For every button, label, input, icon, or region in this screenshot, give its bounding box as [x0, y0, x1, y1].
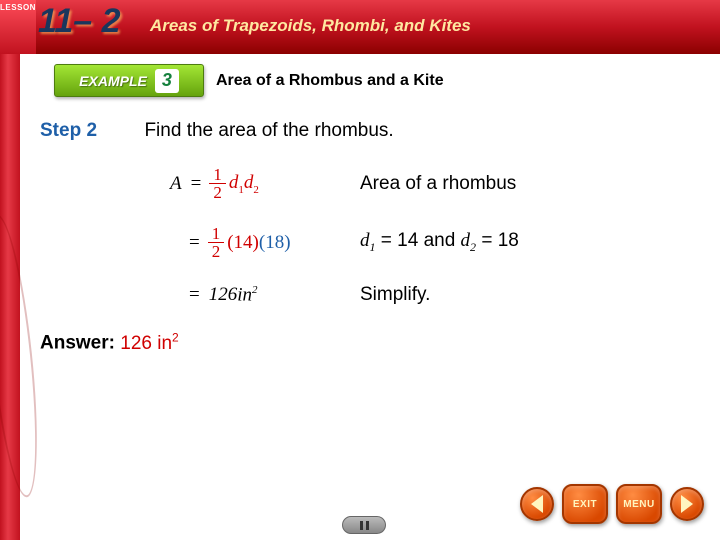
equals-2: =	[189, 232, 200, 254]
unit-in2: in2	[237, 284, 257, 306]
equation-formula-2: = 1 2 (14) (18)	[170, 225, 360, 260]
pause-icon	[366, 521, 369, 530]
equation-formula-3: = 126 in2	[170, 284, 360, 306]
nav-buttons: EXIT MENU	[520, 484, 704, 524]
example-label: EXAMPLE	[79, 73, 147, 89]
example-title: Area of a Rhombus and a Kite	[216, 72, 444, 90]
explain-2: d1 = 14 and d2 = 18	[360, 230, 519, 255]
left-decorative-strip	[0, 54, 20, 540]
example-number: 3	[155, 69, 179, 93]
result-126: 126	[209, 284, 238, 306]
exit-button[interactable]: EXIT	[562, 484, 608, 524]
answer-value: 126 in2	[120, 333, 178, 354]
step-label: Step 2	[40, 120, 140, 142]
menu-button[interactable]: MENU	[616, 484, 662, 524]
fraction-half-1: 1 2	[209, 166, 226, 201]
content-area: Step 2 Find the area of the rhombus. A =…	[40, 120, 690, 355]
lesson-number: 11– 2	[38, 2, 121, 41]
chapter-title: Areas of Trapezoids, Rhombi, and Kites	[150, 16, 471, 36]
equation-formula-1: A = 1 2 d1 d2	[170, 166, 360, 201]
explain-1: Area of a rhombus	[360, 173, 516, 195]
step-text: Find the area of the rhombus.	[144, 120, 393, 141]
var-A: A	[170, 173, 182, 195]
var-d2: d2	[244, 172, 259, 196]
prev-button[interactable]	[520, 487, 554, 521]
chevron-right-icon	[681, 495, 693, 513]
step-line: Step 2 Find the area of the rhombus.	[40, 120, 690, 142]
pause-button[interactable]	[342, 516, 386, 534]
answer-line: Answer: 126 in2	[40, 330, 690, 354]
val-18: (18)	[259, 232, 291, 254]
equation-row-3: = 126 in2 Simplify.	[40, 284, 690, 306]
lesson-header: LESSON 11– 2 Areas of Trapezoids, Rhombi…	[0, 0, 720, 54]
var-d1: d1	[229, 172, 244, 196]
equation-row-2: = 1 2 (14) (18) d1 = 14 and d2 = 18	[40, 225, 690, 260]
lesson-tag: LESSON	[0, 0, 36, 54]
equals-1: =	[191, 173, 202, 195]
example-badge: EXAMPLE 3	[54, 64, 204, 97]
explain-3: Simplify.	[360, 284, 430, 306]
equation-row-1: A = 1 2 d1 d2 Area of a rhombus	[40, 166, 690, 201]
equals-3: =	[189, 284, 200, 306]
val-14: (14)	[227, 232, 259, 254]
chevron-left-icon	[531, 495, 543, 513]
exit-label: EXIT	[573, 499, 597, 510]
next-button[interactable]	[670, 487, 704, 521]
answer-label: Answer:	[40, 333, 115, 354]
menu-label: MENU	[623, 499, 654, 510]
fraction-half-2: 1 2	[208, 225, 225, 260]
lesson-tag-text: LESSON	[0, 3, 36, 12]
pause-icon	[360, 521, 363, 530]
